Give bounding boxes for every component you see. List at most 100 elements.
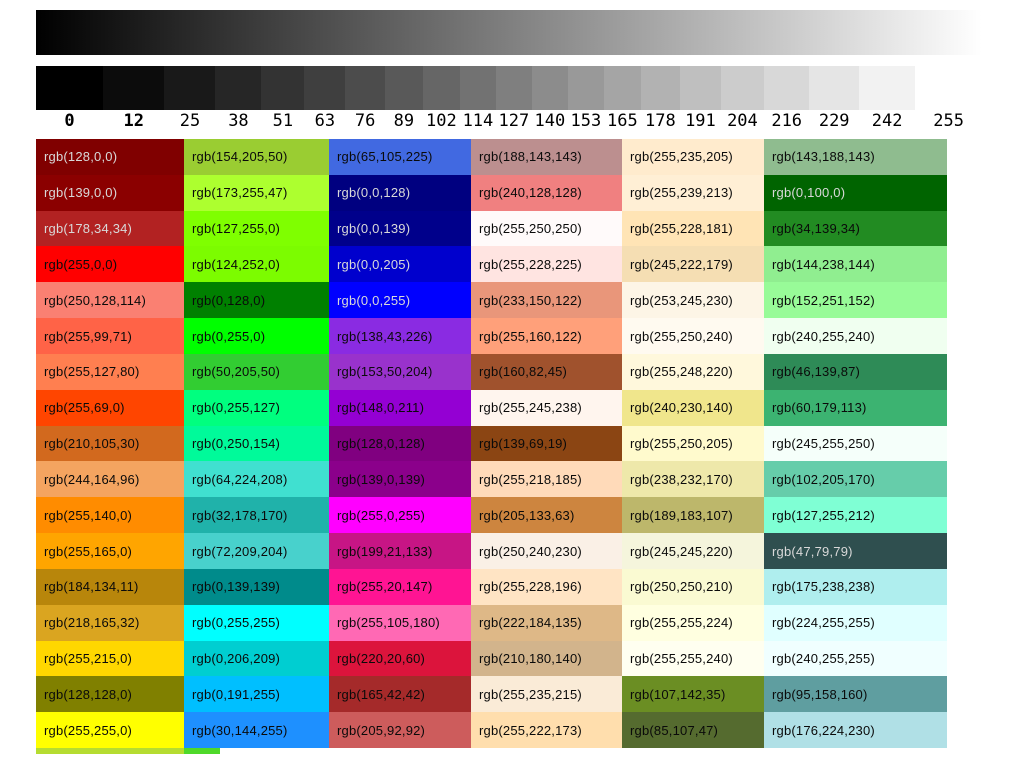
swatch-cell: rgb(165,42,42) bbox=[329, 676, 471, 713]
swatch-cell: rgb(255,255,240) bbox=[622, 640, 764, 677]
swatch-label: rgb(184,134,11) bbox=[44, 579, 139, 595]
swatch-cell: rgb(85,107,47) bbox=[622, 712, 764, 749]
swatch-label: rgb(65,105,225) bbox=[337, 149, 433, 165]
swatch-label: rgb(255,235,205) bbox=[630, 149, 733, 165]
swatch-cell: rgb(199,21,133) bbox=[329, 533, 471, 569]
swatch-cell: rgb(240,255,240) bbox=[764, 318, 947, 354]
tick-label: 140 bbox=[534, 111, 566, 131]
grayscale-step bbox=[603, 66, 641, 110]
swatch-cell: rgb(255,255,0) bbox=[36, 712, 184, 749]
swatch-cell: rgb(240,230,140) bbox=[622, 389, 764, 426]
swatch-label: rgb(0,100,0) bbox=[772, 185, 846, 201]
swatch-cell: rgb(244,164,96) bbox=[36, 461, 184, 498]
swatch-label: rgb(255,20,147) bbox=[337, 579, 433, 595]
swatch-label: rgb(127,255,212) bbox=[772, 507, 875, 523]
swatch-cell: rgb(205,133,63) bbox=[471, 497, 622, 534]
swatch-label: rgb(188,143,143) bbox=[479, 149, 582, 165]
tick-label: 153 bbox=[570, 111, 602, 131]
swatch-column: rgb(128,0,0) rgb(139,0,0) rgb(178,34,34) rg… bbox=[36, 139, 184, 749]
grayscale-step bbox=[384, 66, 423, 110]
swatch-label: rgb(176,224,230) bbox=[772, 722, 875, 738]
swatch-label: rgb(46,139,87) bbox=[772, 364, 861, 380]
swatch-label: rgb(0,0,128) bbox=[337, 185, 411, 201]
tick-label: 12 bbox=[123, 111, 144, 131]
swatch-label: rgb(255,165,0) bbox=[44, 543, 133, 559]
swatch-label: rgb(255,228,196) bbox=[479, 579, 582, 595]
grayscale-step-bar bbox=[36, 66, 982, 110]
swatch-cell: rgb(127,255,212) bbox=[764, 497, 947, 534]
tick-label: 204 bbox=[727, 111, 758, 131]
swatch-label: rgb(95,158,160) bbox=[772, 686, 868, 702]
grayscale-step bbox=[495, 66, 532, 110]
swatch-label: rgb(255,160,122) bbox=[479, 328, 582, 344]
swatch-label: rgb(255,228,225) bbox=[479, 256, 582, 272]
swatch-cell: rgb(210,105,30) bbox=[36, 425, 184, 462]
grayscale-step bbox=[459, 66, 496, 110]
swatch-cell: rgb(255,235,215) bbox=[471, 676, 622, 713]
swatch-label: rgb(148,0,211) bbox=[337, 400, 425, 416]
grayscale-step bbox=[36, 66, 103, 110]
swatch-column: rgb(143,188,143) rgb(0,100,0) rgb(34,139,3… bbox=[764, 139, 947, 749]
swatch-cell: rgb(65,105,225) bbox=[329, 139, 471, 175]
swatch-cell: rgb(255,160,122) bbox=[471, 318, 622, 354]
swatch-cell: rgb(255,228,181) bbox=[622, 210, 764, 247]
swatch-label: rgb(127,255,0) bbox=[192, 221, 281, 237]
swatch-cell: rgb(222,184,135) bbox=[471, 604, 622, 641]
swatch-label: rgb(154,205,50) bbox=[192, 149, 288, 165]
swatch-label: rgb(0,128,0) bbox=[192, 292, 266, 308]
swatch-cell: rgb(148,0,211) bbox=[329, 389, 471, 426]
tick-label: 127 bbox=[498, 111, 530, 131]
swatch-label: rgb(240,255,240) bbox=[772, 328, 875, 344]
swatch-cell: rgb(128,0,0) bbox=[36, 139, 184, 175]
swatch-cell: rgb(189,183,107) bbox=[622, 497, 764, 534]
swatch-label: rgb(220,20,60) bbox=[337, 651, 426, 666]
swatch-cell: rgb(95,158,160) bbox=[764, 676, 947, 713]
swatch-label: rgb(144,238,144) bbox=[772, 256, 875, 272]
swatch-cell: rgb(160,82,45) bbox=[471, 353, 622, 390]
swatch-label: rgb(102,205,170) bbox=[772, 471, 875, 487]
swatch-label: rgb(139,69,19) bbox=[479, 436, 568, 452]
swatch-label: rgb(0,255,255) bbox=[192, 615, 281, 631]
grayscale-step bbox=[422, 66, 460, 110]
swatch-label: rgb(107,142,35) bbox=[630, 686, 726, 702]
swatch-cell: rgb(255,140,0) bbox=[36, 497, 184, 534]
swatch-cell: rgb(255,99,71) bbox=[36, 318, 184, 354]
swatch-label: rgb(143,188,143) bbox=[772, 149, 875, 165]
swatch-cell: rgb(250,128,114) bbox=[36, 282, 184, 319]
swatch-label: rgb(250,128,114) bbox=[44, 292, 146, 308]
tick-label: 76 bbox=[354, 111, 376, 131]
swatch-label: rgb(210,105,30) bbox=[44, 436, 140, 452]
swatch-label: rgb(32,178,170) bbox=[192, 507, 288, 523]
swatch-cell: rgb(0,191,255) bbox=[184, 676, 329, 713]
tick-label: 178 bbox=[645, 111, 676, 131]
swatch-cell: rgb(255,245,238) bbox=[471, 389, 622, 426]
swatch-label: rgb(128,128,0) bbox=[44, 686, 133, 702]
grayscale-step bbox=[640, 66, 680, 110]
tick-label: 165 bbox=[607, 111, 638, 131]
swatch-cell: rgb(102,205,170) bbox=[764, 461, 947, 498]
swatch-cell: rgb(255,218,185) bbox=[471, 461, 622, 498]
swatch-cell: rgb(220,20,60) bbox=[329, 640, 471, 677]
swatch-label: rgb(255,215,0) bbox=[44, 651, 133, 666]
swatch-label: rgb(255,0,255) bbox=[337, 507, 426, 523]
grayscale-tick-row: 0 12 25 38 51 63 76 89 102 114 127 140 153 165 178 191 2… bbox=[36, 111, 982, 133]
swatch-cell: rgb(139,0,139) bbox=[329, 461, 471, 498]
swatch-label: rgb(255,105,180) bbox=[337, 615, 440, 631]
tick-label: 0 bbox=[64, 111, 75, 131]
swatch-label: rgb(255,250,205) bbox=[630, 436, 733, 452]
swatch-label: rgb(255,255,240) bbox=[630, 651, 733, 666]
grayscale-step bbox=[763, 66, 810, 110]
swatch-label: rgb(139,0,0) bbox=[44, 185, 118, 201]
swatch-label: rgb(64,224,208) bbox=[192, 471, 288, 487]
tick-label: 89 bbox=[393, 111, 415, 131]
swatch-cell: rgb(175,238,238) bbox=[764, 568, 947, 605]
swatch-label: rgb(240,128,128) bbox=[479, 185, 582, 201]
swatch-label: rgb(255,255,0) bbox=[44, 722, 133, 738]
swatch-cell: rgb(127,255,0) bbox=[184, 210, 329, 247]
tick-label: 38 bbox=[228, 111, 249, 131]
swatch-label: rgb(0,250,154) bbox=[192, 436, 281, 452]
swatch-cell: rgb(245,255,250) bbox=[764, 425, 947, 462]
swatch-label: rgb(222,184,135) bbox=[479, 615, 582, 631]
grayscale-step bbox=[858, 66, 916, 110]
swatch-label: rgb(238,232,170) bbox=[630, 471, 733, 487]
